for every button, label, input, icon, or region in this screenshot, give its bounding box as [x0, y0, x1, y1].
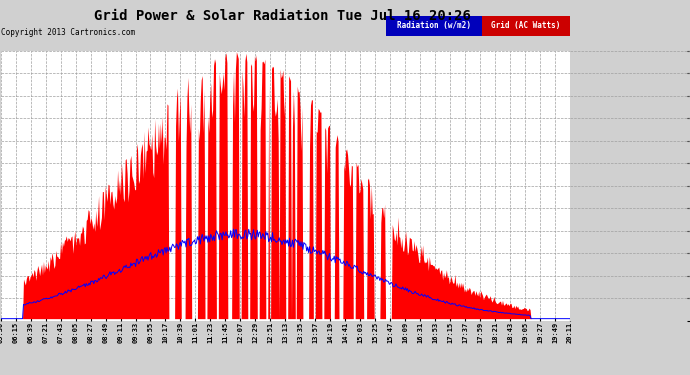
Text: Grid (AC Watts): Grid (AC Watts)	[491, 21, 560, 30]
Text: Grid Power & Solar Radiation Tue Jul 16 20:26: Grid Power & Solar Radiation Tue Jul 16 …	[95, 9, 471, 23]
Text: Radiation (w/m2): Radiation (w/m2)	[397, 21, 471, 30]
Text: Copyright 2013 Cartronics.com: Copyright 2013 Cartronics.com	[1, 28, 135, 37]
